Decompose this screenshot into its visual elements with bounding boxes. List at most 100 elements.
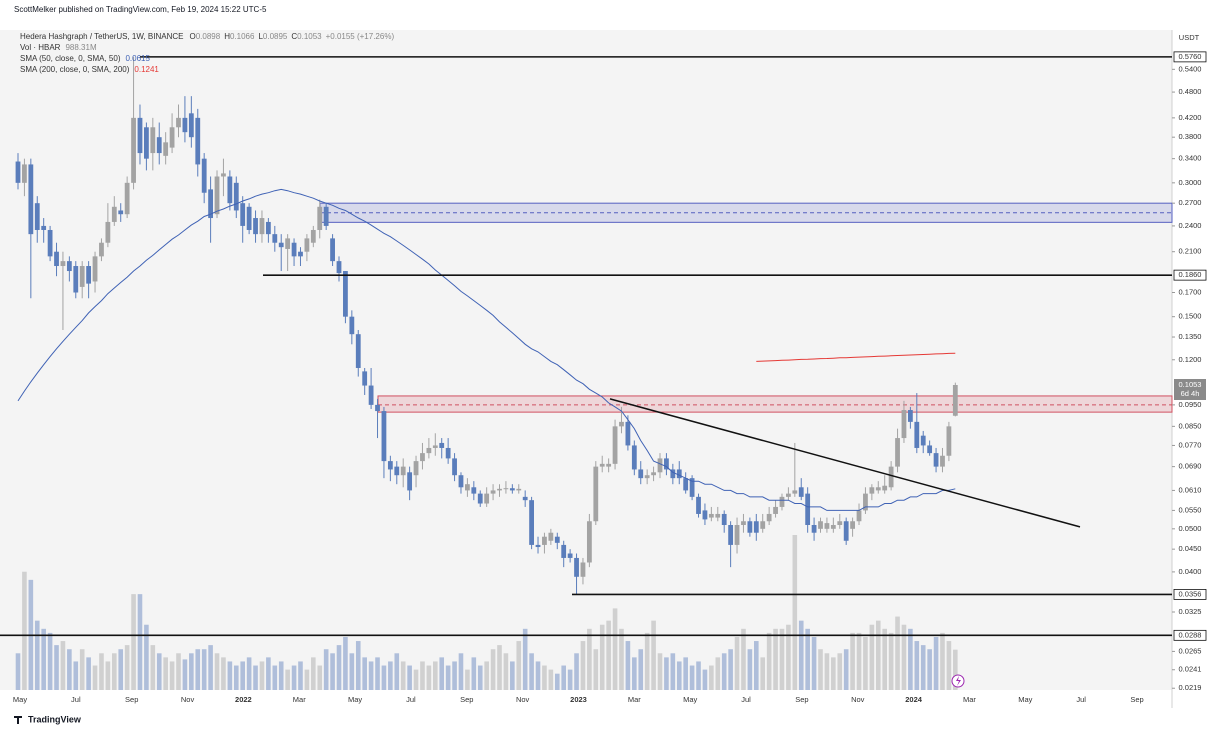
volume-bar xyxy=(683,657,688,690)
y-tick-label: 0.0450 xyxy=(1179,544,1202,553)
volume-bar xyxy=(554,673,560,690)
volume-bar xyxy=(484,661,489,690)
candle-body xyxy=(73,266,79,293)
candle-body xyxy=(830,524,836,529)
volume-bar xyxy=(599,624,605,690)
volume-bar xyxy=(940,632,945,690)
level-label: 0.1860 xyxy=(1179,270,1202,279)
volume-bar xyxy=(696,661,701,690)
x-tick-label: Sep xyxy=(795,695,808,704)
candle-body xyxy=(60,261,66,267)
legend: Hedera Hashgraph / TetherUS, 1W, BINANCE… xyxy=(20,32,394,74)
volume-bar xyxy=(458,653,464,690)
candle-body xyxy=(696,496,701,514)
volume-bar xyxy=(240,661,245,690)
volume-bar xyxy=(156,653,162,690)
candle-body xyxy=(843,521,849,541)
volume-bar xyxy=(54,645,59,690)
candle-body xyxy=(323,206,329,226)
volume-bar xyxy=(773,628,778,690)
candle-body xyxy=(625,421,631,446)
ohlc-value: 0.0895 xyxy=(263,32,288,41)
candle-body xyxy=(144,127,149,159)
volume-bar xyxy=(721,653,727,690)
zones xyxy=(319,202,1173,413)
volume-bar xyxy=(67,649,72,690)
volume-bar xyxy=(394,653,400,690)
candle-body xyxy=(208,189,213,219)
candle-body xyxy=(285,238,291,249)
candle-body xyxy=(381,411,387,462)
volume-bar xyxy=(689,665,695,690)
candle-body xyxy=(118,210,124,215)
plot-area xyxy=(0,30,1172,690)
x-tick-label: May xyxy=(13,695,27,704)
y-tick-label: 0.0610 xyxy=(1179,485,1202,494)
volume-bar xyxy=(150,645,156,690)
volume-bar xyxy=(953,649,958,690)
candle-body xyxy=(452,458,457,476)
candle-body xyxy=(850,521,855,529)
y-tick-label: 0.1700 xyxy=(1179,287,1202,296)
candle-body xyxy=(343,271,348,317)
y-tick-label: 0.4200 xyxy=(1179,113,1202,122)
candle-body xyxy=(651,472,656,476)
volume-bar xyxy=(189,653,194,690)
volume-bar xyxy=(176,653,181,690)
candle-body xyxy=(535,544,541,548)
volume-bar xyxy=(843,649,849,690)
x-tick-label: Mar xyxy=(293,695,306,704)
volume-bar xyxy=(933,636,939,690)
candle-body xyxy=(105,221,111,243)
volume-bar xyxy=(34,620,40,690)
volume-bar xyxy=(253,665,258,690)
candle-body xyxy=(837,521,843,525)
candle-body xyxy=(79,266,85,287)
candle-body xyxy=(920,435,926,446)
volume-bar xyxy=(497,645,502,690)
candle-body xyxy=(856,510,862,522)
volume-bar xyxy=(792,535,798,690)
candle-body xyxy=(137,117,143,154)
ohlc-letter: O xyxy=(189,32,195,41)
volume-bar xyxy=(195,649,201,690)
volume-bar xyxy=(272,665,278,690)
volume-bar xyxy=(619,628,624,690)
candle-body xyxy=(638,469,644,479)
sma-name: SMA (200, close, 0, SMA, 200) xyxy=(20,65,130,74)
ohlc-value: 0.1053 xyxy=(297,32,322,41)
sma-last: 0.0615 xyxy=(125,54,150,63)
volume-bar xyxy=(388,661,393,690)
y-tick-label: 0.3800 xyxy=(1179,132,1202,141)
volume-bar xyxy=(863,636,868,690)
candle-body xyxy=(47,229,53,257)
level-label: 0.5760 xyxy=(1179,52,1202,61)
candle-body xyxy=(580,562,586,577)
x-tick-label: Jul xyxy=(1076,695,1086,704)
volume-bar xyxy=(452,661,457,690)
candle-body xyxy=(317,206,323,230)
volume-bar xyxy=(112,653,117,690)
x-tick-label: Nov xyxy=(516,695,530,704)
candle-body xyxy=(92,256,98,282)
volume-bar xyxy=(811,636,817,690)
volume-bar xyxy=(805,628,810,690)
candle-body xyxy=(907,410,913,422)
candle-body xyxy=(375,404,380,412)
ohlc-letter: L xyxy=(258,32,263,41)
x-tick-label: Nov xyxy=(181,695,195,704)
volume-bar xyxy=(490,649,496,690)
x-tick-label: Mar xyxy=(963,695,976,704)
volume-bar xyxy=(182,659,188,690)
candle-body xyxy=(619,421,624,427)
candle-body xyxy=(484,493,490,504)
volume-bar xyxy=(221,657,226,690)
candle-body xyxy=(529,500,534,545)
volume-bar xyxy=(779,628,785,690)
candle-body xyxy=(689,478,695,497)
currency: USDT xyxy=(1179,33,1200,42)
volume-bar xyxy=(824,653,830,690)
candle-body xyxy=(952,385,958,416)
candle-body xyxy=(259,218,265,235)
